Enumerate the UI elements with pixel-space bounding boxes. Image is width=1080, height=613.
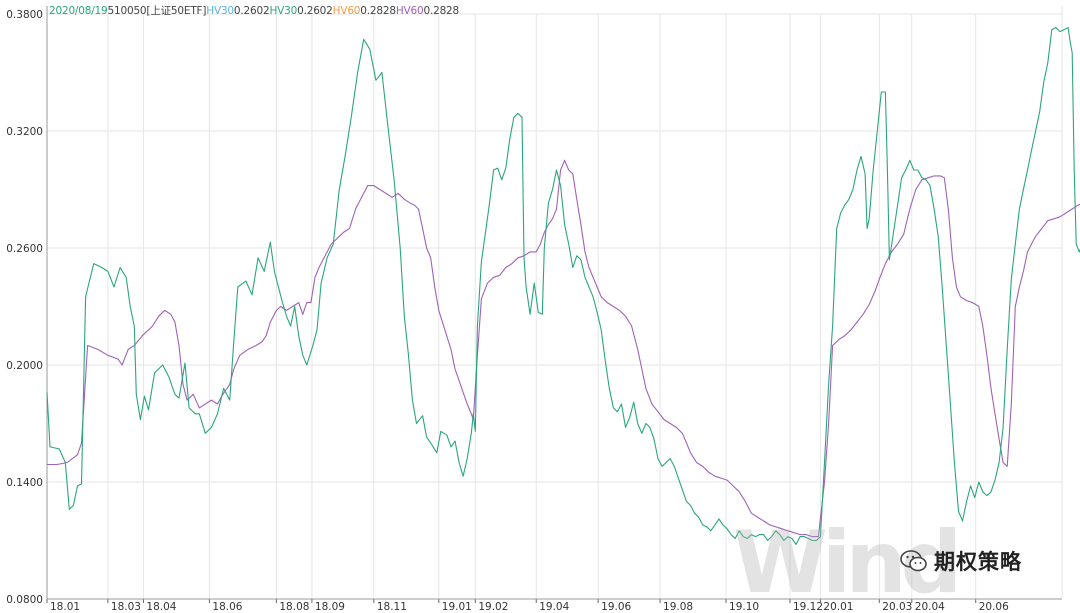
y-tick-label: 0.2600 — [6, 243, 43, 255]
series-line-hv30-0 — [46, 27, 1080, 545]
series-lines — [46, 27, 1080, 545]
y-tick-label: 0.0800 — [6, 594, 43, 606]
x-tick-label: 20.04 — [915, 601, 945, 613]
y-tick-label: 0.3800 — [6, 9, 43, 21]
y-tick-label: 0.1400 — [6, 477, 43, 489]
header-hv30-value-2: 0.2602 — [297, 5, 333, 17]
chart-header: 2020/08/19510050[上证50ETF]HV300.2602HV300… — [49, 3, 459, 18]
x-axis: 18.01 18.03 18.04 18.06 18.08 18.09 18.11 19.01… — [46, 598, 1062, 613]
x-tick-label: 18.11 — [377, 601, 407, 613]
wechat-badge: 期权策略 — [900, 546, 1022, 576]
x-tick-label: 18.09 — [315, 601, 345, 613]
x-tick-label: 20.01 — [823, 601, 853, 613]
badge-text: 期权策略 — [934, 550, 1022, 574]
header-date: 2020/08/19 — [49, 5, 108, 17]
x-tick-label: 18.08 — [279, 601, 309, 613]
x-tick-label: 19.01 — [442, 601, 472, 613]
header-hv60-value-2: 0.2828 — [423, 5, 460, 17]
x-tick-label: 20.03 — [882, 601, 912, 613]
y-tick-label: 0.2000 — [6, 360, 43, 372]
header-code: 510050 — [107, 5, 147, 17]
header-hv30-label: HV30 — [206, 5, 234, 17]
y-axis: 0.0800 0.1400 0.2000 0.2600 0.3200 0.3800 — [6, 6, 48, 606]
header-hv60-label: HV60 — [332, 5, 361, 17]
header-hv60-value: 0.2828 — [360, 5, 396, 17]
grid-lines — [46, 6, 1063, 600]
header-hv30-label-2: HV30 — [269, 5, 298, 17]
x-tick-label: 18.01 — [50, 601, 80, 613]
x-tick-label: 19.04 — [539, 601, 569, 613]
header-name: [上证50ETF] — [146, 5, 207, 17]
wechat-icon — [900, 550, 928, 572]
x-tick-label: 18.04 — [146, 601, 176, 613]
x-tick-label: 19.08 — [663, 601, 693, 613]
header-hv30-value: 0.2602 — [233, 5, 270, 17]
x-tick-label: 19.02 — [478, 601, 508, 613]
x-tick-label: 18.03 — [111, 601, 141, 613]
x-tick-label: 20.06 — [979, 601, 1009, 613]
header-hv60-label-2: HV60 — [395, 5, 424, 17]
x-tick-label: 19.12 — [793, 601, 823, 613]
x-tick-label: 19.06 — [601, 601, 631, 613]
x-tick-label: 19.10 — [729, 601, 759, 613]
series-line-hv60-1 — [47, 159, 1080, 538]
y-tick-label: 0.3200 — [6, 126, 43, 138]
x-tick-label: 18.06 — [212, 601, 242, 613]
